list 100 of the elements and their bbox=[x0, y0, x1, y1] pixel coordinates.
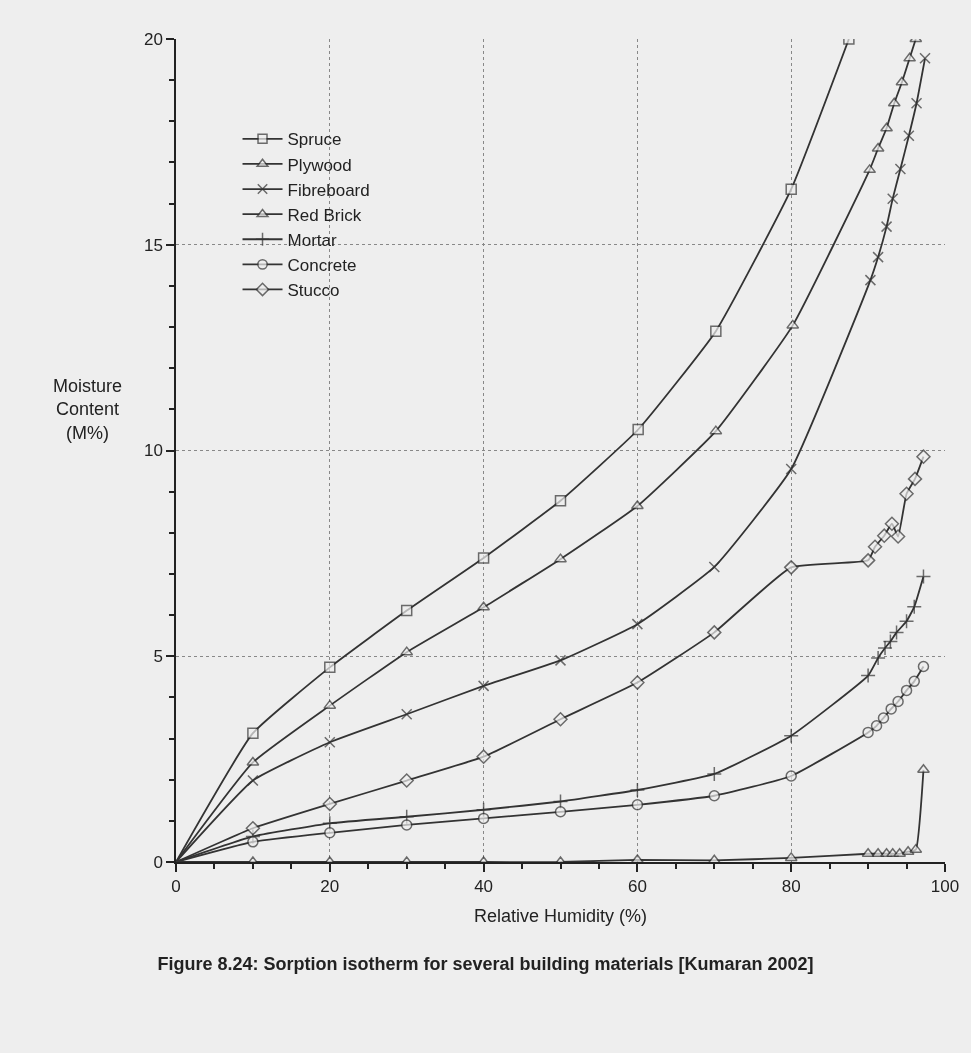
point bbox=[882, 633, 899, 650]
legend-label: Mortar bbox=[287, 230, 337, 250]
point bbox=[885, 703, 897, 715]
point bbox=[871, 142, 885, 152]
point bbox=[910, 97, 923, 109]
point bbox=[706, 766, 723, 782]
x-tick-label: 20 bbox=[320, 877, 340, 897]
x-tick-label: 40 bbox=[474, 877, 494, 897]
point bbox=[860, 667, 876, 684]
point bbox=[864, 274, 877, 286]
point bbox=[877, 640, 893, 656]
point bbox=[915, 568, 932, 585]
legend-label: Fibreboard bbox=[287, 180, 370, 200]
point bbox=[888, 624, 905, 641]
point bbox=[631, 799, 644, 811]
point bbox=[708, 790, 721, 802]
point bbox=[898, 613, 915, 630]
point bbox=[708, 561, 721, 573]
point bbox=[400, 819, 413, 831]
point bbox=[247, 774, 259, 787]
point bbox=[784, 852, 798, 862]
point bbox=[919, 52, 931, 65]
point bbox=[554, 654, 567, 667]
point bbox=[786, 319, 800, 329]
y-tick-label: 15 bbox=[143, 235, 163, 255]
point bbox=[900, 684, 913, 697]
point bbox=[707, 625, 722, 640]
point bbox=[247, 727, 259, 739]
point bbox=[630, 675, 645, 690]
point bbox=[785, 770, 797, 782]
point bbox=[477, 680, 490, 692]
point bbox=[916, 764, 930, 774]
point bbox=[884, 516, 900, 531]
point bbox=[477, 601, 491, 611]
point bbox=[887, 97, 901, 107]
point bbox=[400, 604, 413, 617]
y-tick-label: 5 bbox=[153, 647, 163, 667]
point bbox=[324, 661, 336, 674]
point bbox=[899, 486, 914, 501]
point bbox=[324, 827, 336, 839]
point bbox=[710, 325, 722, 337]
x-tick-label: 100 bbox=[930, 877, 960, 897]
legend-label: Red Brick bbox=[287, 205, 362, 225]
point bbox=[247, 836, 259, 848]
point bbox=[880, 220, 893, 233]
point bbox=[631, 618, 644, 630]
point bbox=[324, 736, 336, 748]
point bbox=[785, 183, 797, 195]
y-axis-title: Moisture Content (M%) bbox=[53, 376, 123, 443]
point bbox=[861, 848, 875, 858]
point bbox=[908, 675, 920, 688]
point bbox=[872, 251, 884, 263]
point bbox=[783, 727, 799, 744]
point bbox=[906, 599, 922, 615]
point bbox=[400, 708, 413, 721]
x-tick-label: 60 bbox=[627, 877, 647, 897]
point bbox=[554, 494, 567, 507]
legend-label: Stucco bbox=[287, 281, 340, 301]
legend-label: Concrete bbox=[287, 255, 357, 275]
point bbox=[476, 749, 491, 764]
point bbox=[894, 163, 907, 175]
point bbox=[709, 425, 723, 435]
point bbox=[322, 796, 338, 812]
point bbox=[860, 553, 876, 568]
point bbox=[886, 192, 899, 205]
point bbox=[877, 712, 890, 724]
x-tick-label: 80 bbox=[781, 877, 801, 897]
point bbox=[903, 129, 915, 142]
y-tick-label: 0 bbox=[153, 852, 163, 872]
point bbox=[630, 500, 644, 510]
point bbox=[399, 773, 414, 788]
y-tick-label: 10 bbox=[143, 441, 163, 461]
point bbox=[892, 695, 904, 708]
point bbox=[323, 699, 337, 709]
point bbox=[903, 52, 917, 62]
point bbox=[554, 806, 567, 818]
legend-label: Plywood bbox=[287, 155, 352, 175]
point bbox=[870, 720, 883, 732]
x-axis-title: Relative Humidity (%) bbox=[473, 905, 648, 926]
point bbox=[870, 650, 886, 666]
point bbox=[877, 528, 892, 543]
point bbox=[246, 756, 260, 766]
point bbox=[785, 463, 797, 475]
text: Figure 8.24: Sorption isotherm for several building materials [Kumaran 2002] bbox=[157, 953, 814, 974]
point bbox=[477, 552, 490, 564]
point bbox=[477, 812, 490, 825]
point bbox=[245, 821, 261, 836]
point bbox=[783, 560, 799, 575]
x-tick-label: 0 bbox=[171, 877, 181, 897]
point bbox=[909, 843, 923, 853]
legend-label: Spruce bbox=[287, 130, 342, 150]
point bbox=[907, 471, 923, 487]
point bbox=[867, 539, 883, 555]
point bbox=[916, 449, 931, 464]
point bbox=[880, 122, 894, 132]
point bbox=[863, 164, 877, 174]
point bbox=[895, 76, 909, 86]
point bbox=[632, 423, 644, 436]
point bbox=[917, 660, 930, 673]
point bbox=[400, 646, 414, 656]
